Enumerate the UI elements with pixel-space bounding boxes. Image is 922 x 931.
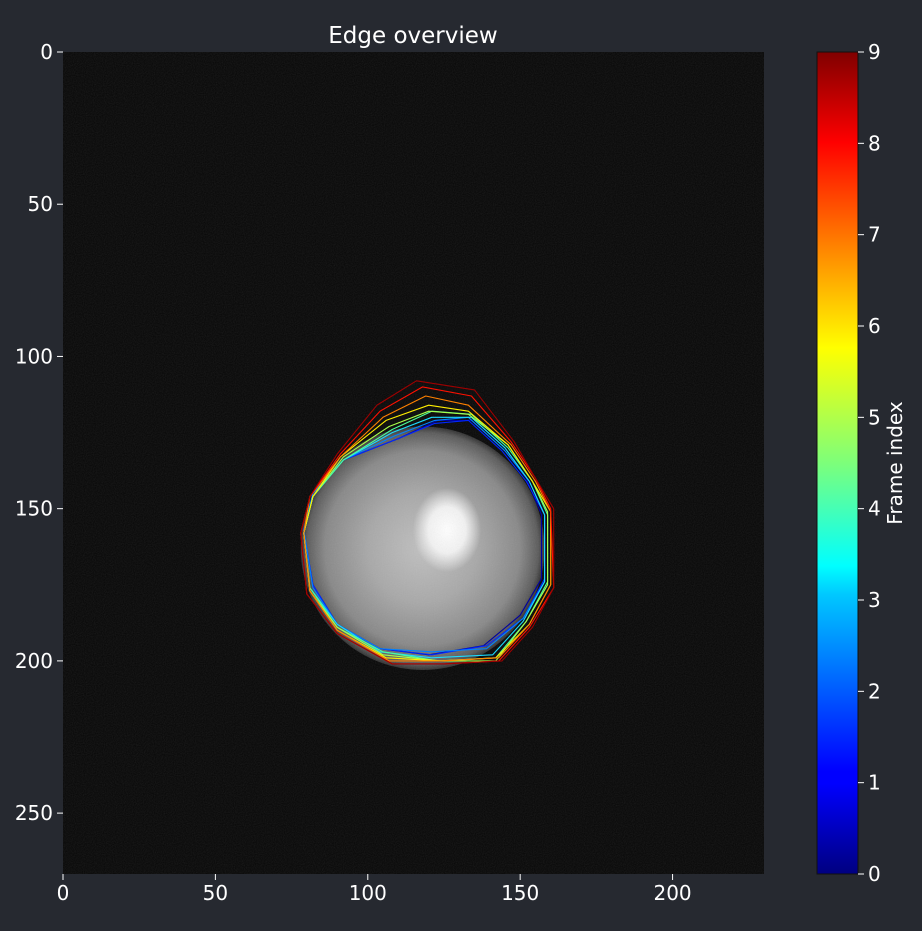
colorbar-tick-label: 4 <box>868 497 881 521</box>
colorbar-tick-label: 3 <box>868 588 881 612</box>
colorbar-tick-label: 2 <box>868 679 881 703</box>
chart-title: Edge overview <box>328 23 497 49</box>
colorbar-label: Frame index <box>883 401 907 525</box>
colorbar-tick-label: 6 <box>868 314 881 338</box>
y-tick-label: 100 <box>15 344 53 368</box>
colorbar-axis: 0 1 2 3 4 5 6 7 8 9 <box>858 40 881 886</box>
x-tick-label: 200 <box>653 881 691 905</box>
colorbar-tick-label: 1 <box>868 771 881 795</box>
x-tick-label: 0 <box>57 881 70 905</box>
colorbar-tick-label: 5 <box>868 405 881 429</box>
colorbar <box>816 51 859 875</box>
colorbar-tick-label: 0 <box>868 862 881 886</box>
edge-contours <box>300 380 555 665</box>
y-tick-label: 0 <box>40 40 53 64</box>
contour-frame-7 <box>303 395 552 662</box>
contour-frame-9 <box>300 380 555 665</box>
y-tick-label: 200 <box>15 649 53 673</box>
colorbar-tick-label: 8 <box>868 131 881 155</box>
x-axis: 0 50 100 150 200 <box>57 874 692 905</box>
x-tick-label: 50 <box>203 881 228 905</box>
colorbar-tick-label: 9 <box>868 40 881 64</box>
y-tick-label: 50 <box>28 192 53 216</box>
y-tick-label: 150 <box>15 497 53 521</box>
x-tick-label: 100 <box>349 881 387 905</box>
y-tick-label: 250 <box>15 801 53 825</box>
x-tick-label: 150 <box>501 881 539 905</box>
image-noise <box>63 52 764 874</box>
y-axis: 0 50 100 150 200 250 <box>15 40 63 825</box>
colorbar-tick-label: 7 <box>868 223 881 247</box>
